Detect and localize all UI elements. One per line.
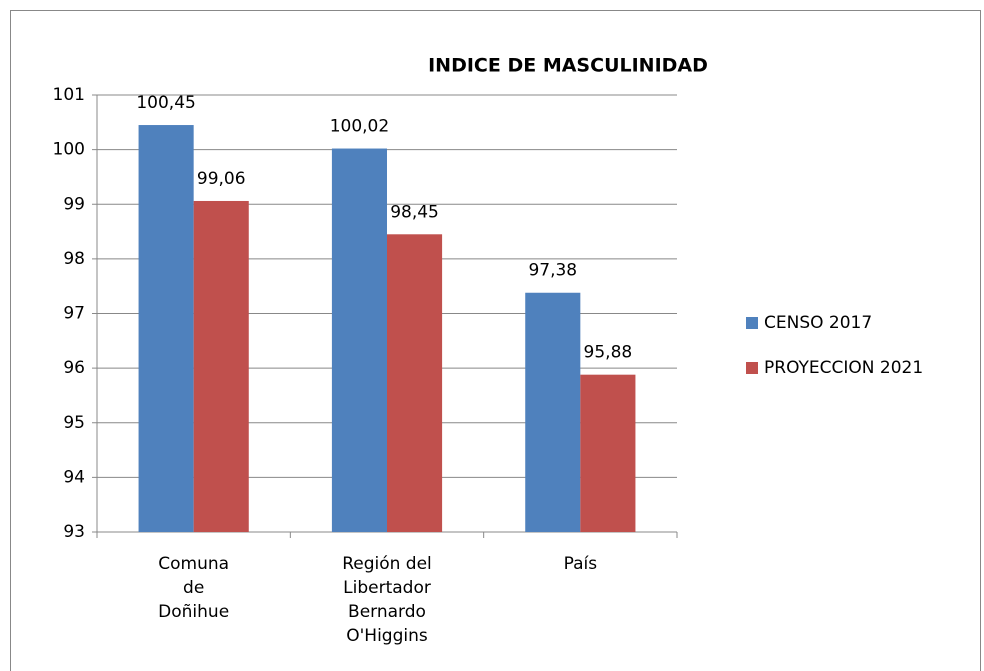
bar bbox=[525, 292, 581, 532]
x-tick-label: Región del Libertador Bernardo O'Higgins bbox=[342, 554, 432, 646]
y-tick-label: 93 bbox=[63, 522, 85, 542]
data-label: 99,06 bbox=[197, 169, 246, 189]
data-label: 97,38 bbox=[528, 261, 577, 281]
y-tick-label: 98 bbox=[63, 249, 85, 269]
y-tick-label: 96 bbox=[63, 358, 85, 378]
bar bbox=[387, 234, 443, 532]
bar bbox=[580, 374, 636, 532]
y-tick-label: 94 bbox=[63, 467, 85, 487]
data-label: 100,02 bbox=[330, 117, 389, 137]
y-tick-label: 101 bbox=[53, 85, 85, 105]
y-tick-label: 97 bbox=[63, 304, 85, 324]
legend-label: PROYECCION 2021 bbox=[764, 358, 923, 378]
bar bbox=[138, 125, 194, 532]
x-tick-label: Comuna de Doñihue bbox=[158, 554, 230, 622]
y-tick-label: 100 bbox=[53, 140, 85, 160]
data-label: 100,45 bbox=[136, 93, 195, 113]
legend-label: CENSO 2017 bbox=[764, 313, 872, 333]
y-tick-label: 99 bbox=[63, 194, 85, 214]
legend-swatch bbox=[746, 362, 758, 374]
y-tick-label: 95 bbox=[63, 413, 85, 433]
x-tick-label: País bbox=[563, 554, 598, 574]
bar bbox=[331, 148, 387, 532]
chart-title: INDICE DE MASCULINIDAD bbox=[428, 55, 708, 77]
data-label: 98,45 bbox=[390, 202, 439, 222]
bar bbox=[193, 200, 249, 532]
legend-swatch bbox=[746, 317, 758, 329]
data-label: 95,88 bbox=[584, 343, 633, 363]
